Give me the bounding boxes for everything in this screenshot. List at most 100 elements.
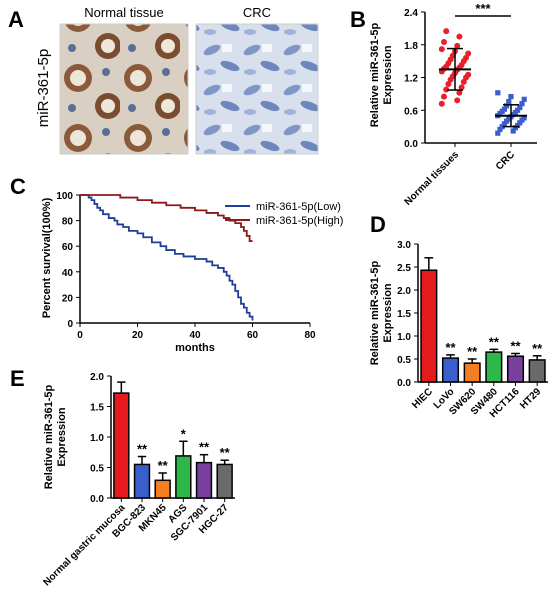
b-crc-point <box>504 103 510 109</box>
crc-tissue-label: CRC <box>243 5 271 20</box>
e-bar <box>113 392 130 499</box>
d-bar <box>528 359 546 383</box>
c-x-tick-label: 40 <box>189 330 201 341</box>
b-normal-point <box>465 50 472 57</box>
d-x-tick-label: HIEC <box>410 386 435 411</box>
c-y-tick-label: 60 <box>62 242 74 253</box>
b-crc-point <box>508 94 514 100</box>
d-y-tick-label: 0.0 <box>397 378 411 389</box>
c-y-tick-label: 100 <box>56 191 73 202</box>
panel-A-row-label: miR-361-5p <box>35 49 52 127</box>
b-normal-point <box>456 89 463 96</box>
b-normal-point <box>454 97 461 104</box>
b-normal-point <box>465 71 472 78</box>
b-normal-point <box>438 100 445 107</box>
e-y-tick-label: 2.0 <box>90 372 104 383</box>
crc-tissue-image <box>195 23 319 155</box>
b-y-tick-label: 1.2 <box>404 74 418 85</box>
d-bar <box>441 357 460 383</box>
d-significance-label: ** <box>489 334 500 349</box>
b-crc-point <box>510 128 516 134</box>
b-crc-point <box>495 130 501 136</box>
d-y-tick-label: 2.5 <box>397 263 411 274</box>
d-y-tick-label: 2.0 <box>397 286 411 297</box>
b-crc-point <box>499 124 505 130</box>
b-normal-point <box>441 39 447 46</box>
c-y-tick-label: 80 <box>62 217 74 228</box>
b-normal-point <box>454 42 461 49</box>
normal-tissue-label: Normal tissue <box>84 5 163 20</box>
d-bar <box>420 269 438 383</box>
c-y-tick-label: 20 <box>62 293 74 304</box>
e-bar <box>195 461 213 499</box>
b-x-tick-label: CRC <box>494 149 517 172</box>
b-y-tick-label: 1.8 <box>404 41 418 52</box>
e-y-tick-label: 1.0 <box>90 433 104 444</box>
d-bar <box>485 351 503 383</box>
e-significance-label: ** <box>220 445 231 460</box>
c-x-tick-label: 0 <box>77 330 83 341</box>
d-significance-label: ** <box>510 338 521 353</box>
e-y-tick-label: 0.5 <box>90 464 104 475</box>
panel-B-letter: B <box>350 7 366 32</box>
b-crc-point <box>517 104 523 111</box>
c-legend-label: miR-361-5p(High) <box>256 215 343 227</box>
b-crc-point <box>521 115 527 121</box>
b-y-tick-label: 0.6 <box>404 106 418 117</box>
d-y-tick-label: 1.5 <box>397 309 411 320</box>
e-significance-label: ** <box>137 442 148 457</box>
b-normal-point <box>438 46 445 53</box>
e-bar <box>154 479 171 499</box>
b-crc-point <box>501 106 507 112</box>
b-crc-point <box>515 122 521 129</box>
panel-D-letter: D <box>370 212 386 237</box>
b-normal-point <box>443 86 450 93</box>
panel-C-survival-chart: 0 20 40 60 80 100 0 20 40 60 80 months Percent survi… <box>41 191 343 354</box>
e-y-tick-label: 0.0 <box>90 494 104 505</box>
b-crc-point <box>517 120 523 126</box>
c-legend-label: miR-361-5p(Low) <box>256 201 341 213</box>
d-y-tick-label: 3.0 <box>397 240 411 251</box>
c-y-tick-label: 0 <box>67 319 73 330</box>
e-bar <box>216 463 233 499</box>
b-normal-point <box>456 33 463 40</box>
panel-A-letter: A <box>8 7 24 32</box>
d-significance-label: ** <box>467 344 478 359</box>
e-significance-label: * <box>181 426 187 441</box>
d-y-tick-label: 0.5 <box>397 355 411 366</box>
d-bar <box>463 362 481 383</box>
b-crc-point <box>515 107 521 113</box>
e-significance-label: ** <box>199 440 210 455</box>
b-x-tick-label: Normal tissues <box>403 149 462 208</box>
c-y-tick-label: 40 <box>62 268 74 279</box>
c-y-axis-label: Percent survival(100%) <box>41 197 53 318</box>
b-crc-point <box>495 90 501 96</box>
b-normal-point <box>443 28 450 35</box>
d-y-axis-label: Relative miR-361-5pExpression <box>369 260 394 365</box>
e-bar <box>175 455 192 499</box>
c-x-axis-label: months <box>175 342 215 354</box>
b-significance-label: *** <box>475 1 491 16</box>
d-x-tick-label: HT29 <box>518 386 543 411</box>
b-crc-point <box>497 126 503 132</box>
e-y-axis-label: Relative miR-361-5pExpression <box>43 384 68 489</box>
e-significance-label: ** <box>158 458 169 473</box>
e-x-tick-label: Normal gastric mucosa <box>41 502 127 588</box>
panel-E-letter: E <box>10 366 25 391</box>
c-x-tick-label: 60 <box>247 330 259 341</box>
normal-tissue-image <box>59 23 189 155</box>
b-y-tick-label: 2.4 <box>404 8 418 19</box>
b-y-tick-label: 0.0 <box>404 139 418 150</box>
b-normal-point <box>458 84 465 91</box>
b-crc-point <box>506 98 512 105</box>
d-significance-label: ** <box>445 340 456 355</box>
d-y-tick-label: 1.0 <box>397 332 411 343</box>
b-normal-point <box>441 93 447 100</box>
panel-B-scatter-chart: 0.0 0.6 1.2 1.8 2.4 Relative miR-361-5pExpres… <box>369 1 537 208</box>
c-low-survival-line <box>80 194 254 321</box>
c-x-tick-label: 20 <box>132 330 144 341</box>
b-crc-point <box>501 121 507 127</box>
